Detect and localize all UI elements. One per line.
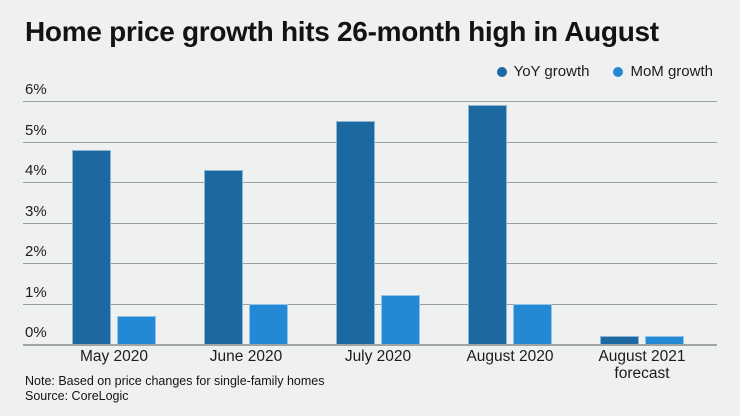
y-tick-label-0: 0% bbox=[25, 324, 47, 341]
legend-label-yoy: YoY growth bbox=[513, 63, 590, 80]
plot-area: 6% 5% 4% 3% 2% 1% 0% bbox=[23, 81, 717, 346]
yoy-legend-dot-icon bbox=[496, 66, 507, 77]
bar-mom-4 bbox=[513, 303, 552, 344]
mom-legend-dot-icon bbox=[613, 66, 624, 77]
y-tick-label-6: 6% bbox=[25, 81, 47, 98]
gridline-6 bbox=[23, 101, 717, 102]
x-axis-label-4: August 2020 bbox=[466, 348, 554, 365]
legend-label-mom: MoM growth bbox=[630, 63, 713, 80]
bar-mom-3 bbox=[381, 295, 420, 344]
bar-yoy-5 bbox=[600, 335, 639, 344]
y-tick-label-4: 4% bbox=[25, 162, 47, 179]
legend-item-mom: MoM growth bbox=[613, 63, 713, 80]
gridline-0 bbox=[23, 344, 717, 346]
x-axis-label-5: August 2021 forecast bbox=[598, 348, 686, 382]
x-axis-label-1: May 2020 bbox=[79, 348, 149, 365]
bar-yoy-4 bbox=[468, 105, 507, 344]
bar-mom-2 bbox=[249, 303, 288, 344]
y-tick-label-2: 2% bbox=[25, 243, 47, 260]
legend-item-yoy: YoY growth bbox=[496, 63, 590, 80]
legend: YoY growth MoM growth bbox=[496, 63, 713, 80]
bar-yoy-1 bbox=[72, 149, 111, 344]
y-tick-label-3: 3% bbox=[25, 202, 47, 220]
x-axis-label-2: June 2020 bbox=[209, 348, 283, 365]
chart-footer: Note: Based on price changes for single-… bbox=[25, 374, 324, 403]
y-tick-label-1: 1% bbox=[25, 283, 47, 301]
x-axis-label-3: July 2020 bbox=[344, 348, 412, 365]
chart-title: Home price growth hits 26-month high in … bbox=[25, 16, 659, 47]
chart-source: Source: CoreLogic bbox=[25, 388, 129, 403]
bar-yoy-3 bbox=[336, 121, 375, 344]
bar-yoy-2 bbox=[204, 169, 243, 344]
bar-mom-1 bbox=[117, 315, 156, 344]
bar-mom-5 bbox=[645, 335, 684, 344]
y-tick-label-5: 5% bbox=[25, 121, 47, 139]
chart-note: Note: Based on price changes for single-… bbox=[25, 374, 325, 388]
